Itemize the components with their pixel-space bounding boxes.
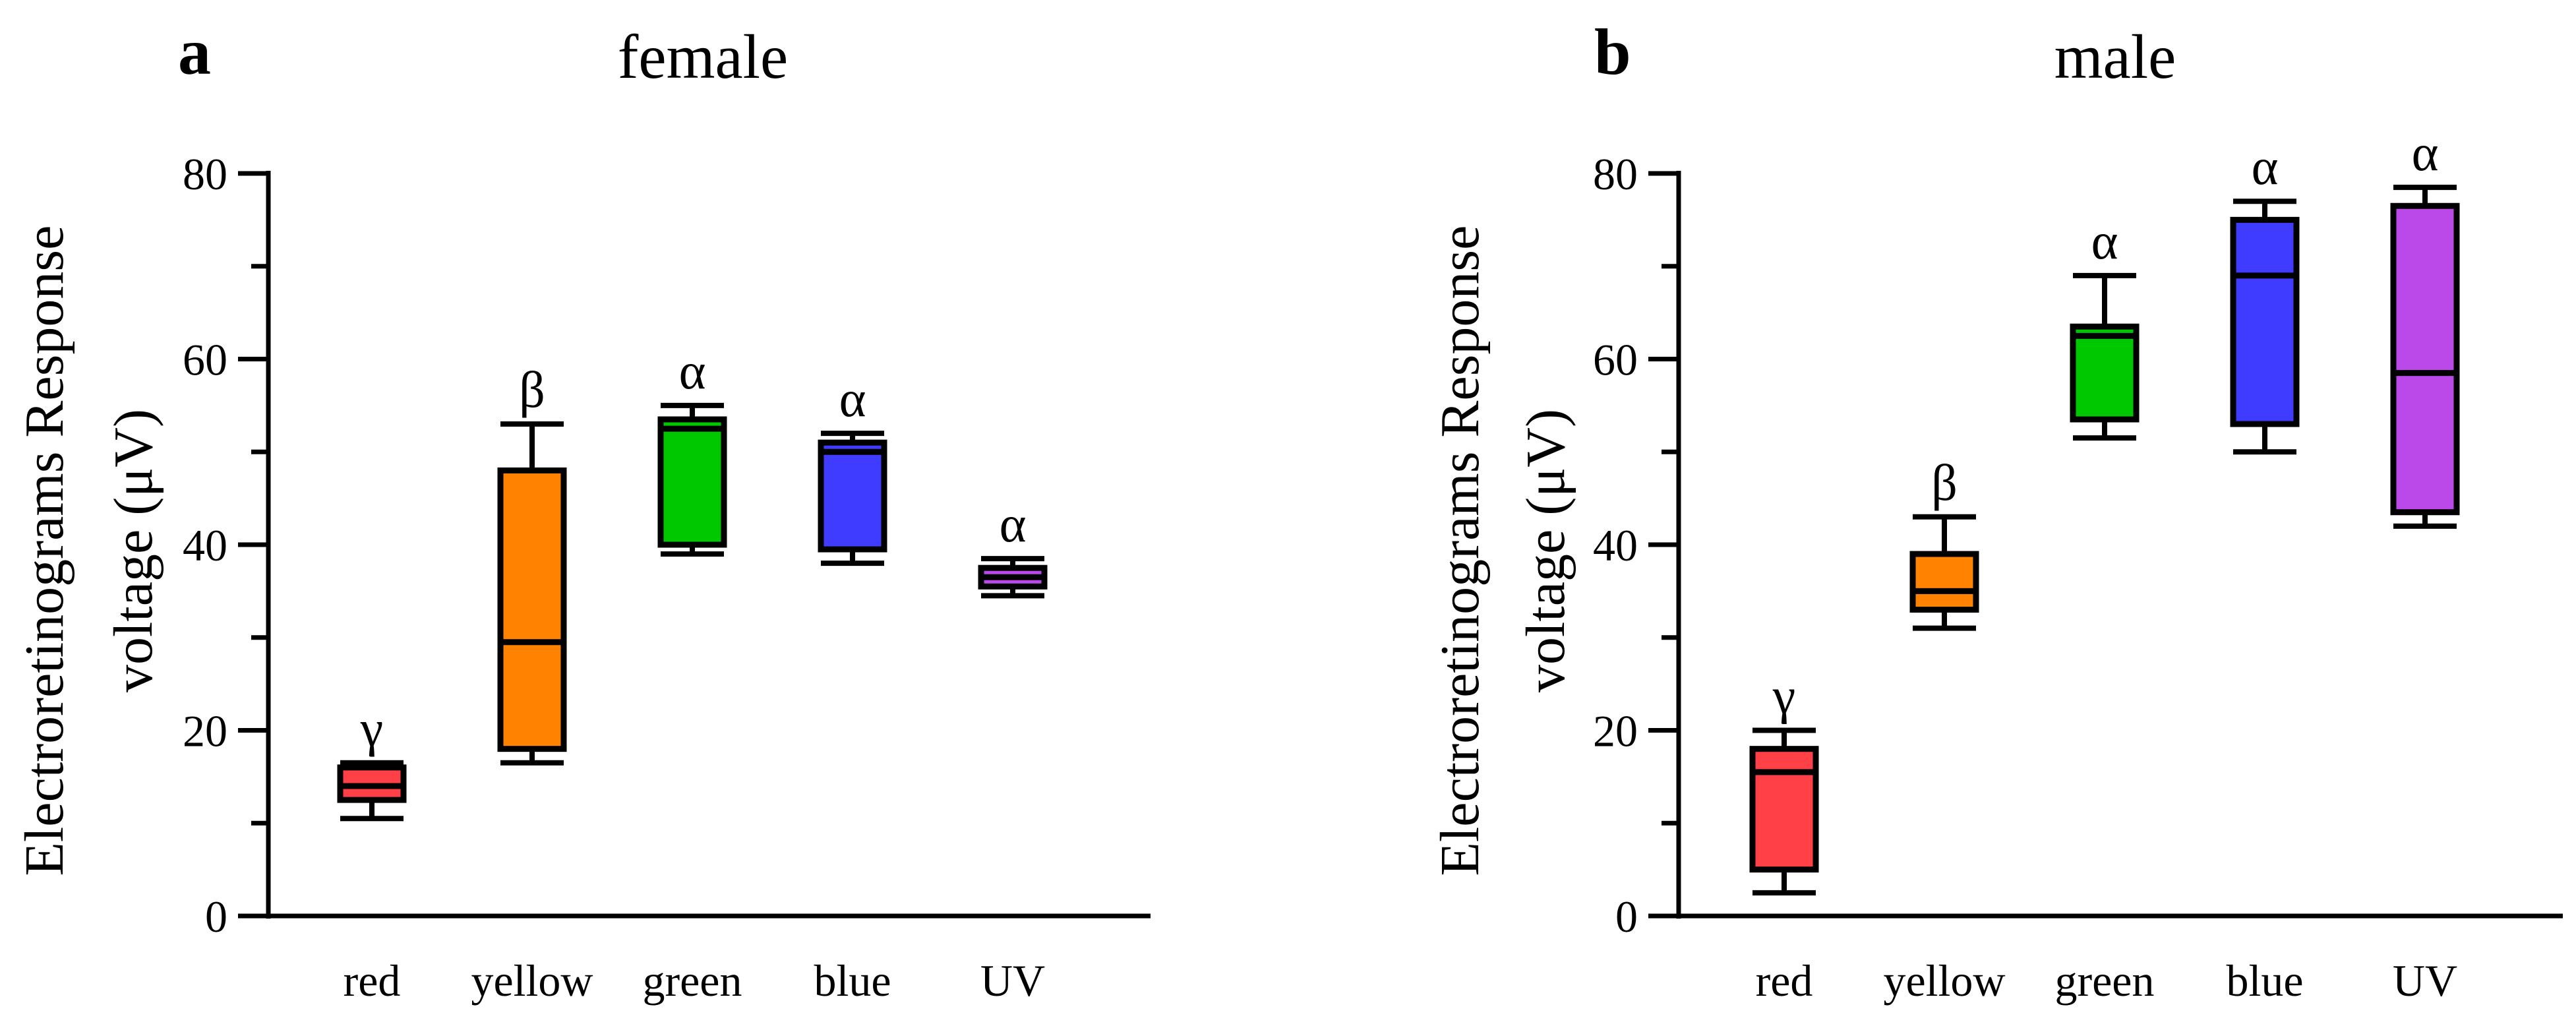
panel-b-uv-significance-label: α	[2412, 124, 2439, 181]
panel-b-green-significance-label: α	[2091, 212, 2118, 270]
panel-a-yellow-box	[497, 467, 567, 752]
panel-a-green-box	[657, 416, 727, 548]
panel-b-red-category-label: red	[1756, 956, 1813, 1006]
panel-a-uv-significance-label: α	[1000, 495, 1027, 553]
panel-b-green-category-label: green	[2054, 956, 2154, 1006]
panel-a-y-tick-label: 80	[183, 149, 227, 199]
panel-b-y-tick-label: 80	[1593, 149, 1638, 199]
panel-a-y-tick-label: 0	[205, 892, 227, 942]
panel-b-blue-category-label: blue	[2226, 956, 2303, 1006]
panel-b-red-significance-label: γ	[1772, 667, 1795, 725]
panel-b-green-box	[2070, 323, 2140, 423]
panel-b-plot: 0 20 40 60 80 γ red β yellow α green α blue α UV	[1593, 124, 2563, 1006]
panel-a-yellow-category-label: yellow	[471, 956, 593, 1006]
panel-a-title: female	[618, 22, 788, 92]
panel-a-blue-box	[818, 439, 887, 553]
panel-b-uv-box	[2390, 202, 2460, 516]
panel-a-y-tick-label: 60	[183, 335, 227, 385]
panel-a-letter: a	[178, 15, 211, 88]
panel-a-blue-significance-label: α	[839, 370, 866, 427]
panel-b-letter: b	[1594, 15, 1631, 88]
panel-b-title: male	[2054, 22, 2176, 92]
panel-b-yellow-box	[1909, 551, 1979, 613]
panel-a-red-significance-label: γ	[360, 700, 383, 757]
panel-b-uv-category-label: UV	[2393, 956, 2457, 1006]
panel-b-y-tick-label: 20	[1593, 706, 1638, 756]
panel-b-red-box	[1749, 746, 1819, 873]
panel-b-yellow-category-label: yellow	[1883, 956, 2005, 1006]
panel-b-y-tick-label: 0	[1615, 892, 1638, 942]
panel-b-y-tick-label: 60	[1593, 335, 1638, 385]
panel-b-blue-box	[2230, 216, 2300, 427]
panel-b-ylabel-line1: Electroretinograms Response	[1429, 226, 1491, 876]
panel-b-blue-significance-label: α	[2252, 138, 2279, 195]
panel-a-blue-category-label: blue	[814, 956, 891, 1006]
panel-b-ylabel-line2: voltage (μV)	[1515, 409, 1576, 692]
panel-a-plot: 0 20 40 60 80 γ red β yellow α green α blue α UV	[183, 149, 1151, 1006]
panel-a-green-significance-label: α	[679, 342, 706, 400]
panel-a-ylabel-line1: Electroretinograms Response	[14, 226, 75, 876]
panel-a-red-category-label: red	[344, 956, 401, 1006]
panel-a-y-tick-label: 40	[183, 520, 227, 570]
panel-b-yellow-significance-label: β	[1931, 454, 1958, 511]
panel-a-yellow-significance-label: β	[519, 361, 545, 418]
panel-a-ylabel-line2: voltage (μV)	[103, 409, 164, 692]
panel-a-uv-category-label: UV	[980, 956, 1045, 1006]
panel-b-y-tick-label: 40	[1593, 520, 1638, 570]
panel-a-green-category-label: green	[642, 956, 742, 1006]
panel-a-y-tick-label: 20	[183, 706, 227, 756]
